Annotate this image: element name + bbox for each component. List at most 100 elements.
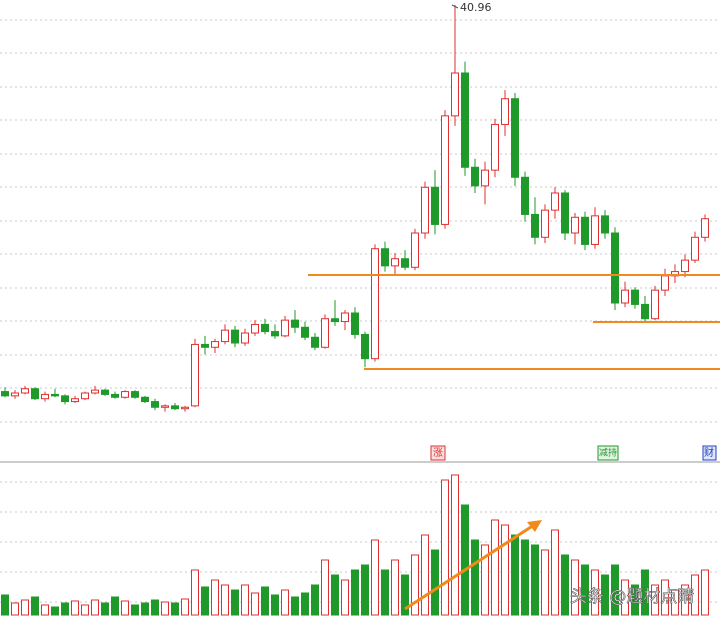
volume-bar bbox=[531, 544, 539, 616]
candle-body bbox=[211, 341, 219, 348]
volume-bar bbox=[571, 559, 579, 616]
marker-box bbox=[597, 445, 619, 461]
volume-bar bbox=[291, 596, 299, 616]
marker: 财 bbox=[704, 446, 714, 459]
candle-body bbox=[391, 258, 399, 267]
volume-bar bbox=[151, 599, 159, 616]
volume-bar bbox=[561, 554, 569, 616]
volume-bar bbox=[591, 569, 599, 616]
volume-bar bbox=[251, 592, 259, 616]
volume-bar bbox=[241, 584, 249, 616]
candle-body bbox=[11, 392, 19, 397]
volume-bar bbox=[261, 586, 269, 616]
candle-body bbox=[481, 169, 489, 187]
candle-body bbox=[311, 336, 319, 348]
volume-bar bbox=[341, 579, 349, 616]
candle-body bbox=[101, 389, 109, 395]
volume-bar bbox=[371, 539, 379, 616]
volume-bar bbox=[651, 584, 659, 616]
candle-body bbox=[661, 275, 669, 291]
volume-bar bbox=[321, 559, 329, 616]
volume-bar bbox=[421, 534, 429, 616]
volume-bar bbox=[131, 604, 139, 616]
volume-bar bbox=[471, 539, 479, 616]
candle-body bbox=[261, 323, 269, 333]
candle-body bbox=[541, 209, 549, 238]
candle-body bbox=[381, 248, 389, 267]
volume-bar bbox=[391, 559, 399, 616]
marker: 减持 bbox=[599, 447, 617, 459]
candle-body bbox=[491, 123, 499, 171]
candle-body bbox=[191, 343, 199, 407]
candle-body bbox=[581, 216, 589, 245]
candle-body bbox=[641, 303, 649, 320]
candle-body bbox=[331, 318, 339, 323]
volume-bar bbox=[271, 594, 279, 616]
candle-body bbox=[241, 332, 249, 344]
volume-bar bbox=[411, 554, 419, 616]
candle-body bbox=[471, 166, 479, 187]
volume-bar bbox=[481, 544, 489, 616]
leader-line bbox=[451, 4, 459, 9]
candle-body bbox=[621, 289, 629, 304]
volume-bar bbox=[41, 604, 49, 616]
volume-bar bbox=[681, 584, 689, 616]
arrow-head bbox=[527, 520, 542, 532]
candle-body bbox=[31, 388, 39, 400]
candle-body bbox=[291, 319, 299, 328]
candle-body bbox=[81, 392, 89, 400]
volume-bar bbox=[221, 584, 229, 616]
volume-bar bbox=[671, 589, 679, 616]
candle-body bbox=[431, 186, 439, 225]
grid bbox=[0, 19, 720, 603]
volume-bar bbox=[501, 524, 509, 616]
annotations: 40.96 涨 减持 财 头条 @题材点睛 bbox=[308, 1, 720, 611]
candle-body bbox=[141, 396, 149, 403]
candle-body bbox=[301, 326, 309, 338]
volume-bar bbox=[81, 604, 89, 616]
candle-body bbox=[411, 232, 419, 268]
candle-body bbox=[521, 176, 529, 215]
candle-body bbox=[201, 343, 209, 348]
candle-body bbox=[531, 213, 539, 238]
volume-bar bbox=[121, 600, 129, 616]
volume-bar bbox=[51, 606, 59, 616]
candle-body bbox=[631, 289, 639, 305]
trend-arrow bbox=[404, 523, 535, 611]
candle-body bbox=[111, 393, 119, 398]
candle-body bbox=[461, 72, 469, 168]
candle-body bbox=[321, 318, 329, 348]
candle-body bbox=[701, 218, 709, 238]
volume-bar bbox=[521, 539, 529, 616]
volume-bar bbox=[111, 596, 119, 616]
candle-body bbox=[551, 192, 559, 211]
candle-body bbox=[151, 401, 159, 408]
candle-body bbox=[561, 192, 569, 234]
candle-body bbox=[21, 388, 29, 394]
candle-body bbox=[361, 333, 369, 360]
marker-box bbox=[702, 445, 717, 461]
marker-box bbox=[430, 445, 446, 461]
volume-bar bbox=[61, 602, 69, 616]
volume-bar bbox=[451, 474, 459, 616]
candle-body bbox=[511, 98, 519, 178]
candle-body bbox=[91, 389, 99, 394]
volume-bar bbox=[541, 549, 549, 616]
volume-bar bbox=[231, 589, 239, 616]
candle-body bbox=[61, 395, 69, 403]
volume-bar bbox=[31, 596, 39, 616]
volume-bar bbox=[161, 601, 169, 616]
candle-body bbox=[171, 405, 179, 410]
candle-body bbox=[41, 393, 49, 400]
volume-bar bbox=[431, 549, 439, 616]
volume-bar bbox=[1, 594, 9, 616]
volume-bar bbox=[191, 569, 199, 616]
volume-bar bbox=[141, 602, 149, 616]
volume-bar bbox=[441, 479, 449, 616]
candle-body bbox=[351, 312, 359, 335]
volume-bar bbox=[101, 602, 109, 616]
candle-body bbox=[441, 115, 449, 225]
candle-body bbox=[451, 72, 459, 117]
candle-body bbox=[271, 331, 279, 337]
